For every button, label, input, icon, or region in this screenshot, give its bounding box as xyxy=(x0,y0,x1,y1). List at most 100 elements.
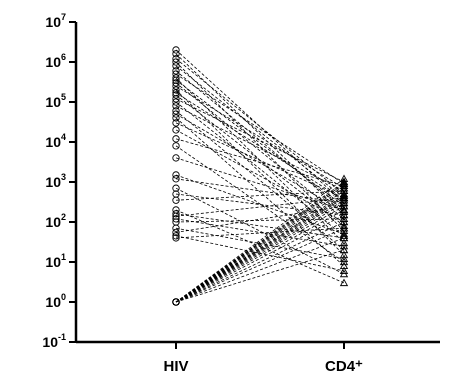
hiv-point xyxy=(172,58,180,66)
cd4-point xyxy=(339,221,349,230)
cd4-point xyxy=(339,201,349,210)
pair-line xyxy=(175,110,345,251)
hiv-point xyxy=(172,102,180,110)
x-category-label: HIV xyxy=(163,358,188,375)
pair-lines xyxy=(175,49,345,303)
pair-line xyxy=(175,85,345,189)
hiv-point xyxy=(172,74,180,82)
pair-line xyxy=(175,199,345,303)
cd4-point xyxy=(339,181,349,190)
hiv-point xyxy=(172,232,180,240)
hiv-point xyxy=(172,110,180,118)
pair-line xyxy=(175,82,345,220)
hiv-point xyxy=(172,228,180,237)
cd4-point xyxy=(339,241,349,250)
y-tick-label: 100 xyxy=(45,292,66,310)
hiv-point xyxy=(172,79,180,87)
pair-line xyxy=(175,193,345,216)
pair-line xyxy=(175,98,345,183)
pair-line xyxy=(175,205,345,303)
hiv-point xyxy=(172,76,180,84)
pair-line xyxy=(175,92,345,201)
pair-line xyxy=(175,202,345,303)
pair-line xyxy=(175,193,345,303)
hiv-point xyxy=(172,196,180,204)
pair-line xyxy=(175,53,345,216)
pair-line xyxy=(175,187,345,275)
pair-line xyxy=(175,185,345,303)
pair-line xyxy=(175,221,345,303)
hiv-point xyxy=(172,119,180,127)
pair-line xyxy=(175,235,345,272)
pair-line xyxy=(175,187,345,303)
pair-line xyxy=(175,190,345,201)
hiv-point xyxy=(172,114,180,122)
hiv-point xyxy=(172,126,180,134)
cd4-point xyxy=(339,214,349,223)
hiv-point xyxy=(172,212,180,220)
pair-line xyxy=(175,181,345,303)
hiv-point xyxy=(172,175,180,183)
hiv-point xyxy=(172,46,180,54)
hiv-point xyxy=(172,154,180,162)
pair-line xyxy=(175,205,345,233)
pair-line xyxy=(175,190,345,303)
pair-line xyxy=(175,113,345,213)
hiv-point xyxy=(172,98,180,106)
cd4-point xyxy=(339,261,349,270)
pair-line xyxy=(175,145,345,263)
pair-line xyxy=(175,214,345,303)
y-tick-label: 107 xyxy=(45,12,66,30)
y-tick-label: 10-1 xyxy=(42,332,66,350)
pair-line xyxy=(175,197,345,217)
pair-line xyxy=(175,138,345,187)
hiv-point xyxy=(172,224,180,232)
pair-line xyxy=(175,178,345,204)
pair-line xyxy=(175,122,345,199)
hiv-point xyxy=(172,50,180,58)
y-tick-label: 101 xyxy=(45,252,66,270)
pair-line xyxy=(175,183,345,303)
cd4-point xyxy=(339,233,349,242)
cd4-point xyxy=(339,254,349,263)
y-tick-label: 105 xyxy=(45,92,66,110)
pair-line xyxy=(175,237,345,303)
pair-line xyxy=(175,195,345,303)
hiv-point xyxy=(172,107,180,115)
hiv-point xyxy=(172,135,180,143)
hiv-point xyxy=(172,171,180,179)
pair-line xyxy=(175,213,345,239)
x-axis-ticks: HIV CD4⁺ xyxy=(163,342,363,375)
cd4-point xyxy=(339,205,349,214)
cd4-point xyxy=(339,278,349,287)
pair-line xyxy=(175,227,345,303)
hiv-point xyxy=(172,184,180,192)
hiv-point xyxy=(172,210,180,218)
hiv-point xyxy=(172,55,180,63)
cd4-point xyxy=(339,229,349,238)
hiv-point xyxy=(172,298,180,306)
pair-line xyxy=(175,49,345,204)
y-tick-label: 102 xyxy=(45,212,66,230)
hiv-point xyxy=(172,215,180,223)
pair-line xyxy=(175,58,345,195)
pair-line xyxy=(175,89,345,256)
hiv-point xyxy=(172,142,180,150)
hiv-point xyxy=(172,91,180,99)
hiv-point xyxy=(172,234,180,242)
cd4-point xyxy=(339,245,349,254)
cd4-point xyxy=(339,223,349,232)
hiv-point xyxy=(172,95,180,103)
y-tick-label: 104 xyxy=(45,132,66,150)
pair-line xyxy=(175,209,345,303)
x-category-label: CD4⁺ xyxy=(325,358,363,375)
pair-line xyxy=(175,129,345,223)
hiv-point xyxy=(172,62,180,70)
pair-line xyxy=(175,105,345,192)
y-axis-ticks: 107 106 105 104 103 102 101 100 10-1 xyxy=(42,12,76,350)
pair-line xyxy=(175,73,345,185)
pair-line xyxy=(175,249,345,303)
y-tick-label: 106 xyxy=(45,52,66,70)
pair-line xyxy=(175,79,345,207)
